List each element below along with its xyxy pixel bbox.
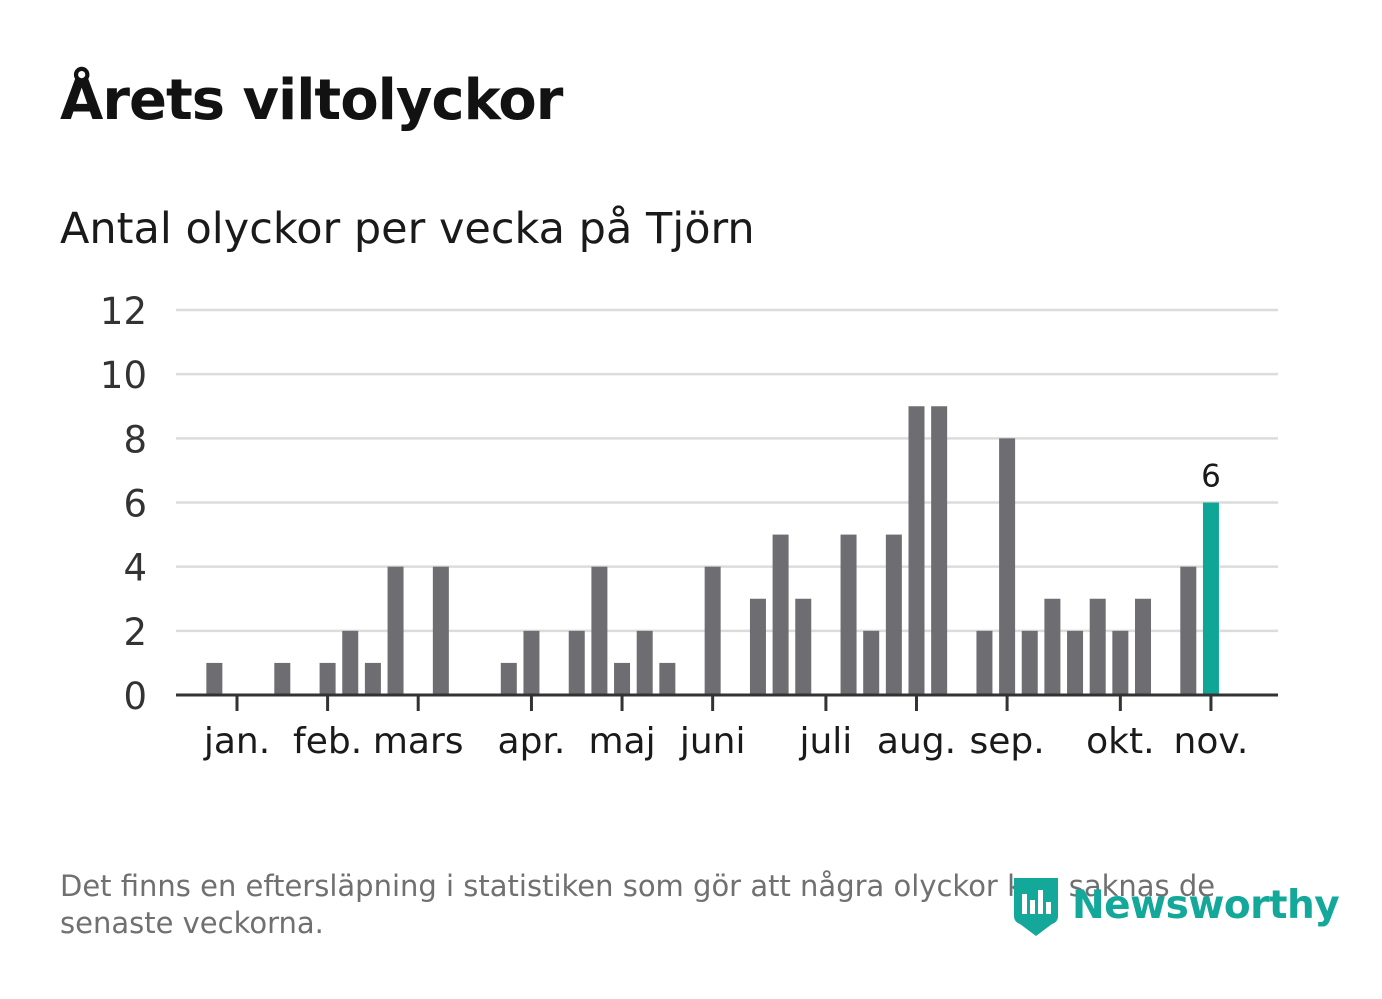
- bar: [976, 630, 993, 695]
- y-tick-label: 8: [123, 418, 147, 461]
- bar: [1135, 598, 1151, 695]
- x-tick-label: jan.: [203, 721, 270, 762]
- bar-highlight: [1202, 502, 1219, 695]
- y-tick-label: 12: [100, 290, 147, 333]
- bar: [274, 662, 291, 695]
- bar: [1067, 630, 1084, 695]
- bar: [772, 534, 789, 695]
- x-tick-label: apr.: [498, 721, 566, 762]
- chart-title: Årets viltolyckor: [60, 68, 563, 133]
- y-tick-label: 0: [123, 675, 147, 718]
- bar: [1089, 598, 1106, 695]
- chart-subtitle: Antal olyckor per vecka på Tjörn: [60, 204, 755, 254]
- bar: [863, 630, 880, 695]
- bar: [342, 630, 359, 695]
- x-tick-label: maj: [588, 721, 655, 762]
- bar: [387, 566, 404, 695]
- bar: [659, 662, 676, 695]
- x-tick-label: nov.: [1174, 721, 1249, 762]
- bar: [432, 566, 449, 695]
- bar: [931, 406, 948, 695]
- newsworthy-logo-text: Newsworthy: [1072, 882, 1340, 928]
- bar: [591, 566, 608, 695]
- bar: [523, 630, 540, 695]
- bar: [999, 438, 1016, 695]
- x-tick-label: juni: [679, 721, 746, 762]
- bar: [885, 534, 902, 695]
- y-tick-label: 2: [123, 611, 147, 654]
- bar: [500, 662, 517, 695]
- bar: [206, 662, 223, 695]
- x-tick-label: okt.: [1086, 721, 1154, 762]
- x-tick-label: sep.: [969, 721, 1044, 762]
- y-tick-label: 6: [123, 483, 147, 526]
- bar: [840, 534, 857, 695]
- bar: [704, 566, 721, 695]
- x-tick-label: juli: [798, 721, 852, 762]
- y-tick-label: 4: [123, 547, 147, 590]
- bar: [636, 630, 653, 695]
- bar: [568, 630, 585, 695]
- x-tick-label: mars: [373, 721, 464, 762]
- bar: [1044, 598, 1061, 695]
- data-label: 6: [1201, 459, 1221, 495]
- bar: [1180, 566, 1197, 695]
- bar: [364, 662, 381, 695]
- bar: [749, 598, 766, 695]
- newsworthy-logo-icon: [1014, 878, 1058, 936]
- bar: [1021, 630, 1038, 695]
- x-tick-label: feb.: [293, 721, 362, 762]
- bar: [908, 406, 925, 695]
- newsworthy-logo: Newsworthy: [1010, 872, 1340, 938]
- bar: [614, 662, 631, 695]
- bar: [1112, 630, 1129, 695]
- bar: [795, 598, 812, 695]
- bar: [319, 662, 336, 695]
- y-tick-label: 10: [100, 354, 147, 397]
- x-tick-label: aug.: [877, 721, 956, 762]
